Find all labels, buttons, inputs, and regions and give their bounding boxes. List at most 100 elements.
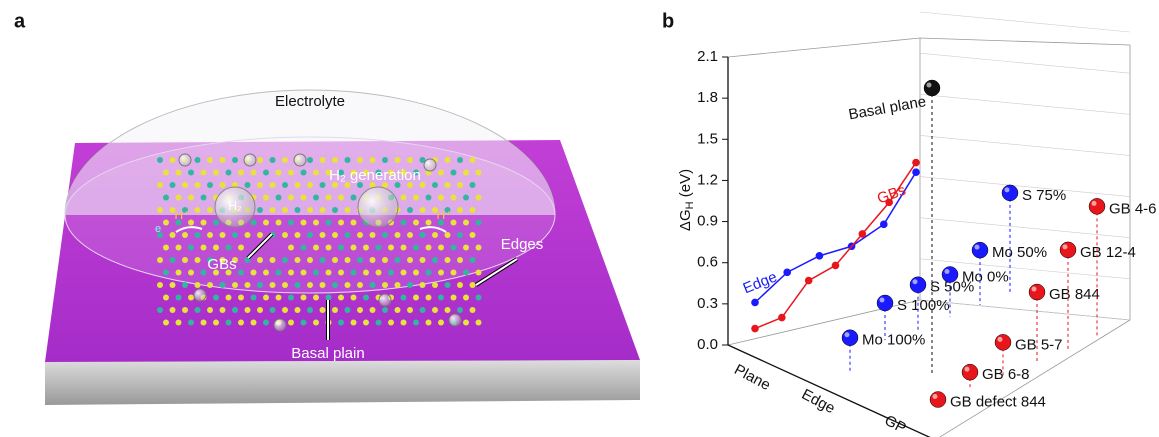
atom	[188, 270, 194, 276]
atom	[176, 245, 182, 251]
atom	[201, 195, 207, 201]
atom	[251, 270, 257, 276]
atom	[170, 232, 176, 238]
atom	[463, 295, 469, 301]
bubble	[294, 154, 306, 166]
atom	[351, 320, 357, 326]
point	[942, 266, 958, 282]
atom	[263, 295, 269, 301]
atom	[238, 245, 244, 251]
atom	[432, 232, 438, 238]
highlight	[845, 332, 850, 337]
atom	[457, 232, 463, 238]
point-label: GB defect 844	[950, 393, 1046, 410]
atom	[263, 320, 269, 326]
atom	[476, 270, 482, 276]
atom	[426, 270, 432, 276]
atom	[438, 195, 444, 201]
atom	[451, 270, 457, 276]
atom	[363, 320, 369, 326]
atom	[276, 270, 282, 276]
atom	[345, 282, 351, 288]
atom	[351, 220, 357, 226]
atom	[476, 195, 482, 201]
atom	[213, 170, 219, 176]
bubble	[179, 154, 191, 166]
atom	[307, 307, 313, 313]
atom	[282, 157, 288, 163]
highlight	[1005, 187, 1010, 192]
atom	[388, 320, 394, 326]
series-point	[880, 221, 888, 229]
atom	[363, 295, 369, 301]
atom	[345, 307, 351, 313]
atom	[432, 182, 438, 188]
atom	[407, 207, 413, 213]
atom	[213, 245, 219, 251]
atom	[307, 157, 313, 163]
atom	[163, 295, 169, 301]
atom	[363, 245, 369, 251]
atom	[313, 195, 319, 201]
highlight	[913, 279, 918, 284]
bubble-label: H₂	[228, 199, 242, 213]
atom	[413, 245, 419, 251]
atom	[238, 295, 244, 301]
atom	[182, 232, 188, 238]
point-label: S 100%	[897, 297, 950, 314]
grid-line	[920, 218, 1130, 238]
atom	[420, 307, 426, 313]
atom	[170, 157, 176, 163]
label: Basal plain	[291, 345, 364, 362]
panel-label: b	[662, 10, 674, 32]
atom	[407, 307, 413, 313]
atom	[157, 157, 163, 163]
atom	[195, 307, 201, 313]
atom	[282, 207, 288, 213]
atom	[163, 245, 169, 251]
atom	[232, 157, 238, 163]
atom	[207, 232, 213, 238]
atom	[157, 182, 163, 188]
atom	[457, 257, 463, 263]
atom	[245, 307, 251, 313]
atom	[326, 295, 332, 301]
highlight	[998, 337, 1003, 342]
atom	[313, 270, 319, 276]
atom	[195, 257, 201, 263]
atom	[413, 195, 419, 201]
atom	[257, 207, 263, 213]
atom	[188, 245, 194, 251]
atom	[220, 282, 226, 288]
atom	[413, 220, 419, 226]
grid-line	[920, 94, 1130, 114]
atom	[426, 220, 432, 226]
atom	[457, 182, 463, 188]
point-label: GB 5-7	[1015, 336, 1063, 353]
atom	[332, 157, 338, 163]
series-point	[751, 325, 759, 333]
atom	[457, 307, 463, 313]
atom	[157, 257, 163, 263]
atom	[470, 282, 476, 288]
atom	[295, 232, 301, 238]
atom	[270, 182, 276, 188]
atom	[376, 270, 382, 276]
atom	[407, 257, 413, 263]
atom	[195, 157, 201, 163]
atom	[220, 232, 226, 238]
highlight	[975, 245, 980, 250]
series-point	[832, 262, 840, 270]
atom	[257, 182, 263, 188]
atom	[332, 282, 338, 288]
highlight	[880, 297, 885, 302]
atom	[370, 232, 376, 238]
y-tick-label: 0.6	[697, 254, 718, 271]
atom	[363, 270, 369, 276]
atom	[251, 170, 257, 176]
grid-line	[920, 135, 1130, 155]
depth-label: GP	[882, 412, 909, 437]
atom	[457, 282, 463, 288]
atom	[257, 157, 263, 163]
atom	[238, 270, 244, 276]
